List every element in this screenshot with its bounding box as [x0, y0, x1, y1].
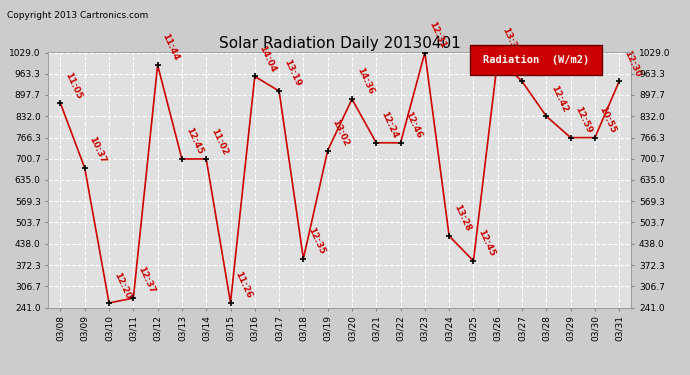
Text: 12:30: 12:30 [622, 49, 642, 78]
Text: 12:20: 12:20 [112, 270, 132, 300]
Title: Solar Radiation Daily 20130401: Solar Radiation Daily 20130401 [219, 36, 461, 51]
Text: 12:35: 12:35 [306, 226, 326, 256]
Text: 12:24: 12:24 [379, 110, 400, 140]
Text: 12:31: 12:31 [428, 20, 448, 50]
Text: 14:04: 14:04 [257, 44, 278, 74]
Text: 13:28: 13:28 [452, 204, 472, 233]
Text: 12:45: 12:45 [476, 228, 497, 258]
Text: 12:46: 12:46 [404, 110, 424, 140]
Text: 13:02: 13:02 [331, 118, 351, 148]
Text: 12:59: 12:59 [573, 105, 593, 135]
Text: 11:44: 11:44 [160, 32, 181, 62]
Text: 11:05: 11:05 [63, 71, 83, 100]
Text: 12:42: 12:42 [549, 84, 569, 114]
Text: 14:36: 14:36 [355, 66, 375, 96]
Text: 13:03: 13:03 [525, 49, 545, 78]
Text: 11:02: 11:02 [209, 126, 229, 156]
Text: 13:38: 13:38 [500, 26, 521, 56]
Text: Radiation  (W/m2): Radiation (W/m2) [483, 55, 589, 65]
Text: 11:26: 11:26 [233, 270, 253, 300]
Text: Copyright 2013 Cartronics.com: Copyright 2013 Cartronics.com [7, 11, 148, 20]
Text: 13:19: 13:19 [282, 58, 302, 88]
Text: 12:45: 12:45 [185, 126, 205, 156]
Text: 10:37: 10:37 [88, 135, 108, 165]
Text: 10:55: 10:55 [598, 105, 618, 135]
Text: 12:37: 12:37 [136, 266, 157, 296]
